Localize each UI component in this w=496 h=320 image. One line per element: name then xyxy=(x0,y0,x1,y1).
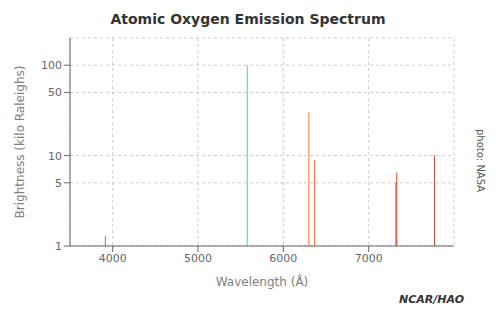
svg-text:Brightness (kilo Raleighs): Brightness (kilo Raleighs) xyxy=(13,66,27,219)
html-text:photo: NASA: photo: NASA xyxy=(475,129,486,193)
svg-text:5000: 5000 xyxy=(184,252,212,265)
svg-text:1: 1 xyxy=(55,240,62,253)
svg-text:50: 50 xyxy=(48,86,62,99)
html-text:NCAR/HAO: NCAR/HAO xyxy=(399,293,464,306)
svg-text:10: 10 xyxy=(48,150,62,163)
svg-text:Wavelength (Å): Wavelength (Å) xyxy=(216,274,309,289)
svg-text:4000: 4000 xyxy=(99,252,127,265)
svg-text:7000: 7000 xyxy=(355,252,383,265)
html-text:Atomic Oxygen Emission Spectru: Atomic Oxygen Emission Spectrum xyxy=(110,11,386,27)
svg-text:6000: 6000 xyxy=(269,252,297,265)
svg-text:100: 100 xyxy=(41,59,62,72)
svg-text:5: 5 xyxy=(55,177,62,190)
